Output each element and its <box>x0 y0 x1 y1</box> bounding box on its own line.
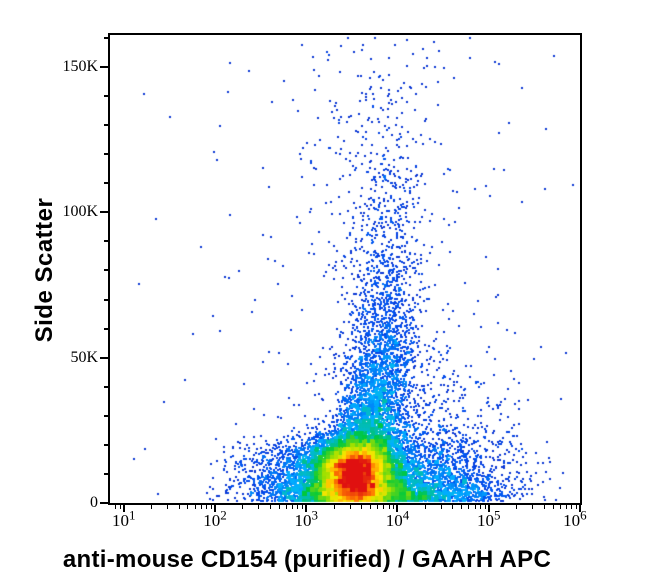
y-minor-tick <box>104 36 108 39</box>
x-tick-label: 105 <box>476 507 501 530</box>
x-minor-tick <box>383 505 385 509</box>
x-tick-label: 101 <box>111 507 136 530</box>
x-minor-tick <box>424 505 426 509</box>
x-minor-tick <box>565 505 567 509</box>
x-minor-tick <box>377 505 379 509</box>
x-minor-tick <box>210 505 212 509</box>
x-major-tick <box>396 505 399 512</box>
x-minor-tick <box>468 505 470 509</box>
x-minor-tick <box>474 505 476 509</box>
y-major-tick <box>100 65 108 68</box>
y-tick-label: 50K <box>70 348 98 366</box>
y-tick-label: 100K <box>62 203 98 221</box>
x-minor-tick <box>200 505 202 509</box>
x-minor-tick <box>479 505 481 509</box>
x-minor-tick <box>393 505 395 509</box>
x-minor-tick <box>349 505 351 509</box>
x-minor-tick <box>187 505 189 509</box>
y-minor-tick <box>104 327 108 330</box>
x-minor-tick <box>559 505 561 509</box>
x-minor-tick <box>532 505 534 509</box>
x-minor-tick <box>543 505 545 509</box>
y-minor-tick <box>104 298 108 301</box>
x-minor-tick <box>297 505 299 509</box>
x-minor-tick <box>206 505 208 509</box>
x-minor-tick <box>151 505 153 509</box>
x-minor-tick <box>119 505 121 509</box>
x-tick-label: 102 <box>203 507 227 530</box>
x-minor-tick <box>516 505 518 509</box>
x-minor-tick <box>452 505 454 509</box>
x-minor-tick <box>441 505 443 509</box>
x-minor-tick <box>571 505 573 509</box>
y-major-tick <box>100 356 108 359</box>
y-minor-tick <box>104 472 108 475</box>
x-minor-tick <box>178 505 180 509</box>
x-tick-label: 106 <box>563 507 587 530</box>
x-major-tick <box>579 505 581 512</box>
y-major-tick <box>100 211 108 214</box>
x-minor-tick <box>114 505 116 509</box>
y-major-tick <box>100 502 108 504</box>
x-minor-tick <box>302 505 304 509</box>
x-minor-tick <box>461 505 463 509</box>
x-minor-tick <box>278 505 280 509</box>
x-minor-tick <box>292 505 294 509</box>
x-minor-tick <box>285 505 287 509</box>
y-minor-tick <box>104 95 108 98</box>
x-minor-tick <box>242 505 244 509</box>
x-major-tick <box>487 505 490 512</box>
y-minor-tick <box>104 414 108 417</box>
x-tick-label: 103 <box>294 507 318 530</box>
x-minor-tick <box>258 505 260 509</box>
y-minor-tick <box>104 443 108 446</box>
x-major-tick <box>122 505 125 512</box>
x-minor-tick <box>167 505 169 509</box>
y-minor-tick <box>104 385 108 388</box>
y-tick-label: 0 <box>90 494 98 511</box>
x-minor-tick <box>361 505 363 509</box>
x-minor-tick <box>194 505 196 509</box>
y-tick-label: 150K <box>62 57 98 75</box>
y-minor-tick <box>104 240 108 243</box>
y-minor-tick <box>104 269 108 272</box>
x-minor-tick <box>269 505 271 509</box>
x-minor-tick <box>484 505 486 509</box>
x-minor-tick <box>333 505 335 509</box>
x-axis-title: anti-mouse CD154 (purified) / GAArH APC <box>62 546 552 573</box>
x-minor-tick <box>552 505 554 509</box>
x-tick-label: 104 <box>385 507 410 530</box>
x-minor-tick <box>370 505 371 509</box>
x-major-tick <box>305 505 308 512</box>
y-minor-tick <box>104 124 108 127</box>
x-minor-tick <box>575 505 577 509</box>
x-minor-tick <box>388 505 390 509</box>
y-minor-tick <box>104 153 108 156</box>
x-major-tick <box>213 505 216 512</box>
y-minor-tick <box>104 182 108 185</box>
scatter-dot-canvas <box>110 35 580 503</box>
